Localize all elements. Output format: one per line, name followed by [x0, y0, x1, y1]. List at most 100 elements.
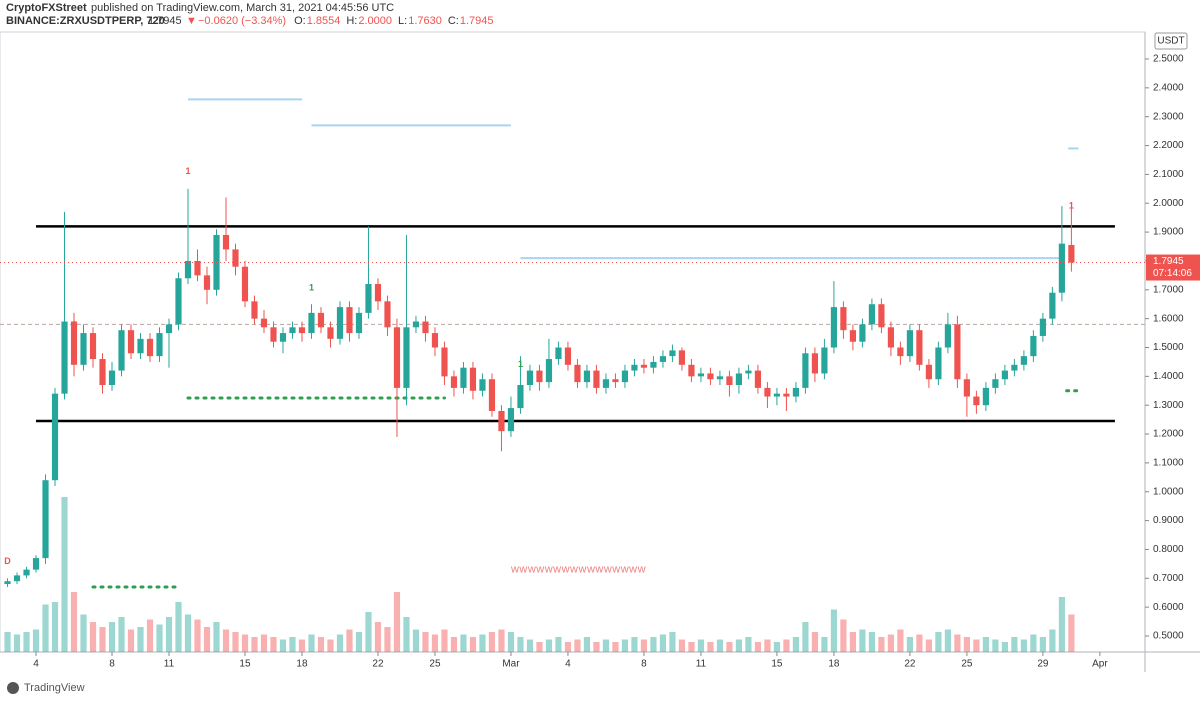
volume-bar	[1001, 642, 1008, 652]
volume-bar	[346, 629, 353, 652]
candle-body	[108, 370, 116, 385]
volume-bar	[631, 637, 638, 652]
x-tick-label: 15	[239, 659, 251, 670]
candle-body	[222, 234, 230, 250]
volume-bar	[517, 637, 524, 652]
y-tick-label: 0.6000	[1153, 602, 1184, 613]
volume-bar	[526, 639, 534, 652]
volume-bar	[849, 632, 856, 652]
volume-bar	[213, 622, 220, 652]
candle-body	[564, 347, 572, 365]
candle-body	[317, 312, 325, 328]
candle-body	[355, 312, 363, 334]
volume-bar	[935, 632, 942, 652]
x-tick-label: 18	[296, 659, 308, 670]
candle-body	[783, 393, 790, 397]
volume-bar	[716, 639, 724, 652]
volume-bar	[697, 639, 705, 652]
volume-bar	[479, 634, 486, 652]
candle-body	[241, 266, 249, 302]
signal: 1	[309, 282, 314, 292]
volume-bar	[279, 639, 287, 652]
candle-body	[982, 387, 989, 406]
volume-bar	[4, 632, 11, 652]
candle-body	[194, 260, 201, 276]
volume-bar	[1058, 597, 1065, 652]
volume-bar	[460, 634, 467, 652]
candle-body	[821, 347, 828, 374]
volume-bar	[925, 639, 932, 652]
volume-bar	[792, 637, 800, 652]
candle-body	[450, 376, 458, 388]
volume-bar	[811, 632, 819, 652]
last-price-label: 1.7945	[1153, 256, 1184, 267]
candle-body	[1001, 370, 1008, 380]
candle-body	[678, 350, 686, 365]
y-tick-label: 1.4000	[1153, 371, 1184, 382]
candle-body	[545, 359, 553, 383]
volume-bar	[640, 639, 648, 652]
volume-bar	[973, 639, 980, 652]
volume-bar	[412, 629, 420, 652]
candle-body	[184, 260, 192, 279]
candle-body	[507, 408, 515, 432]
ohlc-label: L:	[398, 15, 407, 27]
candle-body	[203, 275, 211, 290]
volume-bar	[982, 637, 989, 652]
candle-body	[935, 347, 942, 380]
volume-bar	[754, 642, 762, 652]
candle-body	[735, 373, 743, 385]
volume-bar	[222, 629, 230, 652]
x-tick-label: 18	[828, 659, 840, 670]
candle-body	[878, 304, 885, 328]
candle-body	[270, 327, 277, 342]
volume-bar	[156, 624, 163, 652]
volume-bar	[289, 637, 296, 652]
candle-body	[469, 367, 477, 391]
volume-bar	[726, 642, 733, 652]
y-tick-label: 2.3000	[1153, 111, 1184, 122]
candle-body	[1058, 243, 1065, 293]
volume-bar	[165, 617, 173, 652]
candle-body	[555, 347, 562, 360]
volume-bar	[270, 637, 277, 652]
volume-bar	[374, 622, 382, 652]
candle-body	[1030, 335, 1037, 357]
candle-body	[536, 370, 543, 383]
y-tick-label: 1.2000	[1153, 429, 1184, 440]
volume-bar	[327, 639, 334, 652]
x-tick-label: 15	[771, 659, 783, 670]
volume-bar	[80, 614, 87, 652]
ohlc-label: O:	[294, 15, 306, 27]
candle-body	[365, 284, 372, 313]
plot-frame	[0, 31, 1146, 653]
candle-body	[137, 338, 144, 354]
ohlc-value: 1.8554	[307, 15, 341, 27]
volume-bar	[954, 634, 961, 652]
candle-body	[1020, 356, 1027, 365]
candle-body	[42, 480, 49, 559]
candle-body	[583, 370, 591, 383]
volume-bar	[602, 639, 610, 652]
candle-body	[745, 370, 752, 374]
candle-body	[1011, 364, 1018, 371]
candle-body	[916, 330, 923, 365]
candle-body	[403, 327, 410, 388]
brand-logo	[7, 682, 19, 694]
volume-bar	[118, 617, 125, 652]
y-tick-label: 1.5000	[1153, 342, 1184, 353]
volume-bar	[802, 622, 809, 652]
candle-body	[175, 278, 182, 325]
last-price: 1.7945	[148, 15, 182, 27]
volume-bar	[42, 604, 49, 652]
volume-bar	[1030, 634, 1037, 652]
volume-bar	[336, 634, 344, 652]
volume-bar	[317, 637, 325, 652]
volume-bar	[707, 642, 714, 652]
volume-bar	[127, 629, 135, 652]
candle-body	[498, 410, 505, 432]
x-tick-label: Apr	[1092, 659, 1108, 670]
volume-bar	[89, 622, 97, 652]
currency-box	[1154, 32, 1188, 50]
